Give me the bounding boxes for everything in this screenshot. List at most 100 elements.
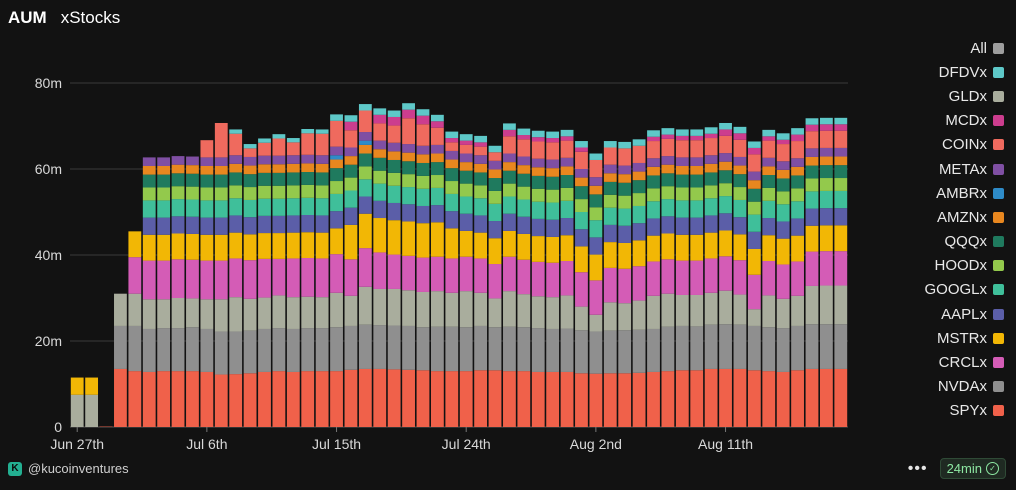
bar-segment-aaplx[interactable] [704, 215, 718, 233]
bar-segment-qqqx[interactable] [560, 175, 574, 188]
bar-segment-amznx[interactable] [416, 154, 430, 163]
bar-segment-nvdax[interactable] [344, 325, 358, 370]
bar-segment-gldx[interactable] [488, 298, 502, 328]
bar-segment-dfdvx[interactable] [819, 117, 833, 125]
bar-segment-gldx[interactable] [560, 295, 574, 329]
bar-segment-metax[interactable] [661, 156, 675, 165]
bar-segment-nvdax[interactable] [503, 326, 516, 372]
bar-segment-aaplx[interactable] [387, 202, 401, 221]
bar-segment-qqqx[interactable] [776, 178, 790, 192]
bar-segment-ambrx[interactable] [330, 155, 343, 160]
legend-item-spyx[interactable]: SPYx [884, 399, 1004, 423]
bar-segment-nvdax[interactable] [675, 325, 689, 371]
bar-segment-metax[interactable] [791, 158, 804, 167]
bar-segment-crclx[interactable] [776, 264, 790, 299]
bar-segment-mstrx[interactable] [474, 232, 488, 259]
bar-segment-mcdx[interactable] [704, 133, 718, 139]
bar-segment-coinx[interactable] [560, 140, 574, 158]
bar-segment-googlx[interactable] [142, 200, 156, 218]
bar-segment-gldx[interactable] [517, 294, 531, 328]
bar-segment-coinx[interactable] [387, 125, 401, 143]
bar-segment-nvdax[interactable] [632, 329, 646, 373]
bar-segment-amznx[interactable] [402, 152, 415, 162]
bar-segment-gldx[interactable] [258, 297, 271, 329]
bar-segment-amznx[interactable] [157, 165, 171, 175]
bar-segment-amznx[interactable] [186, 165, 199, 174]
legend-item-metax[interactable]: METAx [884, 157, 1004, 181]
bar-segment-crclx[interactable] [791, 261, 804, 296]
bar-segment-mstrx[interactable] [258, 233, 271, 259]
bar-segment-metax[interactable] [272, 155, 286, 165]
bar-segment-hoodx[interactable] [430, 175, 444, 188]
bar-segment-dfdvx[interactable] [661, 128, 675, 135]
bar-segment-amznx[interactable] [675, 165, 689, 175]
bar-segment-hoodx[interactable] [719, 183, 732, 197]
bar-segment-dfdvx[interactable] [445, 131, 459, 139]
bar-segment-gldx[interactable] [762, 295, 776, 328]
bar-segment-dfdvx[interactable] [243, 144, 257, 149]
bar-segment-gldx[interactable] [114, 293, 127, 326]
bar-segment-googlx[interactable] [647, 201, 660, 219]
bar-segment-mstrx[interactable] [819, 225, 833, 252]
bar-segment-metax[interactable] [358, 132, 372, 141]
bar-segment-aaplx[interactable] [214, 217, 228, 235]
bar-segment-mstrx[interactable] [171, 233, 185, 260]
bar-segment-hoodx[interactable] [776, 191, 790, 205]
bar-segment-dfdvx[interactable] [387, 110, 401, 117]
bar-segment-nvdax[interactable] [402, 325, 415, 370]
bar-segment-spyx[interactable] [315, 371, 329, 427]
bar-segment-mcdx[interactable] [791, 134, 804, 142]
bar-segment-coinx[interactable] [762, 140, 776, 158]
bar-segment-amznx[interactable] [560, 166, 574, 176]
bar-segment-googlx[interactable] [416, 188, 430, 206]
bar-segment-qqqx[interactable] [661, 173, 675, 187]
bar-segment-gldx[interactable] [776, 298, 790, 329]
bar-segment-coinx[interactable] [747, 154, 761, 172]
bar-segment-googlx[interactable] [791, 201, 804, 219]
bar-segment-mstrx[interactable] [214, 234, 228, 261]
bar-segment-googlx[interactable] [387, 185, 401, 203]
bar-segment-googlx[interactable] [402, 187, 415, 205]
bar-segment-qqqx[interactable] [200, 174, 214, 188]
bar-segment-hoodx[interactable] [589, 207, 603, 221]
bar-segment-nvdax[interactable] [719, 324, 732, 369]
bar-segment-aaplx[interactable] [603, 224, 617, 243]
bar-segment-qqqx[interactable] [301, 172, 315, 185]
bar-segment-googlx[interactable] [560, 200, 574, 219]
bar-segment-dfdvx[interactable] [272, 134, 286, 139]
legend-item-amznx[interactable]: AMZNx [884, 205, 1004, 229]
bar-segment-aaplx[interactable] [632, 223, 646, 241]
bar-segment-metax[interactable] [647, 158, 660, 167]
bar-segment-spyx[interactable] [762, 371, 776, 427]
bar-segment-amznx[interactable] [200, 165, 214, 175]
bar-segment-gldx[interactable] [171, 298, 185, 329]
bar-segment-metax[interactable] [632, 162, 646, 172]
bar-segment-mcdx[interactable] [719, 129, 732, 136]
bar-segment-mstrx[interactable] [675, 234, 689, 261]
bar-segment-amznx[interactable] [488, 169, 502, 179]
bar-segment-hoodx[interactable] [733, 187, 747, 200]
bar-segment-googlx[interactable] [157, 200, 171, 218]
bar-segment-nvdax[interactable] [171, 328, 185, 372]
bar-segment-amznx[interactable] [214, 165, 228, 175]
legend-item-googlx[interactable]: GOOGLx [884, 278, 1004, 302]
bar-segment-gldx[interactable] [459, 291, 473, 328]
bar-segment-qqqx[interactable] [157, 174, 171, 188]
bar-segment-googlx[interactable] [200, 200, 214, 218]
bar-segment-amznx[interactable] [647, 166, 660, 176]
bar-segment-metax[interactable] [517, 156, 531, 166]
bar-segment-amznx[interactable] [330, 159, 343, 169]
bar-segment-dfdvx[interactable] [517, 128, 531, 136]
bar-segment-spyx[interactable] [430, 371, 444, 427]
bar-segment-mcdx[interactable] [834, 124, 848, 131]
bar-segment-nvdax[interactable] [301, 328, 315, 372]
bar-segment-spyx[interactable] [690, 370, 704, 427]
bar-segment-coinx[interactable] [690, 140, 704, 158]
bar-segment-coinx[interactable] [719, 135, 732, 154]
bar-segment-hoodx[interactable] [344, 177, 358, 191]
bar-segment-metax[interactable] [560, 157, 574, 167]
bar-segment-amznx[interactable] [690, 165, 704, 175]
bar-segment-spyx[interactable] [517, 371, 531, 427]
bar-segment-hoodx[interactable] [575, 199, 588, 212]
bar-segment-spyx[interactable] [704, 368, 718, 427]
